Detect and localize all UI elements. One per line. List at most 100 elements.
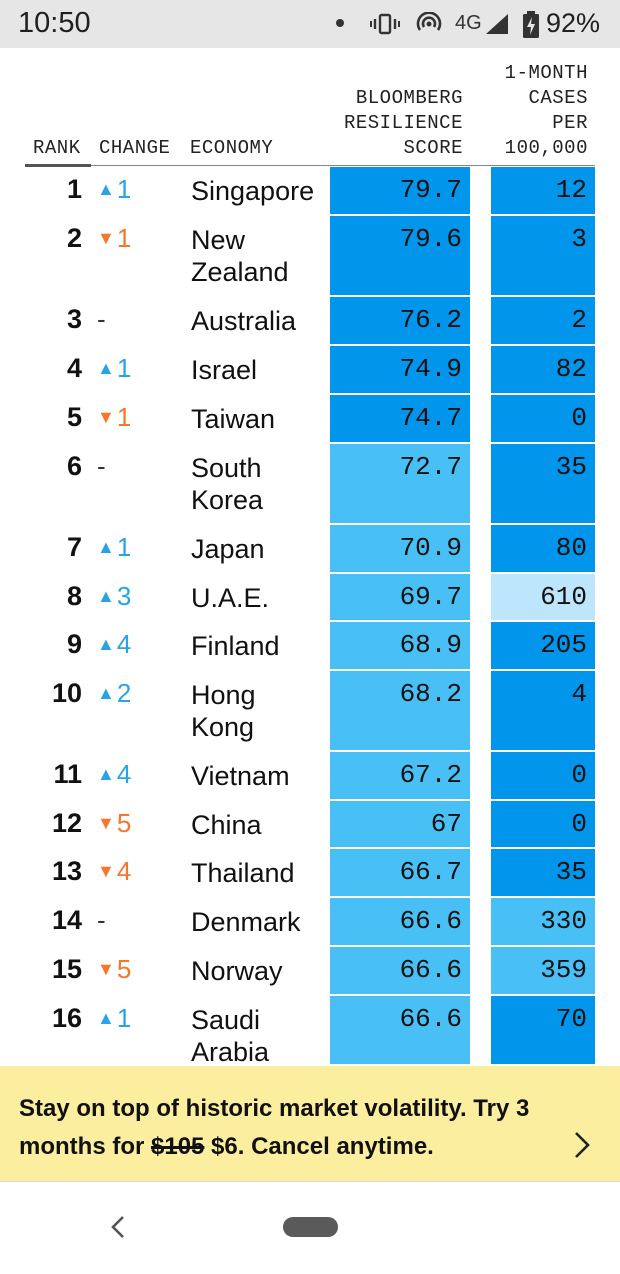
vibrate-icon [370,13,400,35]
table-row[interactable]: 11 ▲4 Vietnam 67.2 0 [0,752,620,801]
triangle-down-icon: ▼ [97,813,115,833]
change-value: 1 [116,532,132,562]
network-type: 4G [455,12,482,34]
economy-cell: China [191,810,262,840]
change-cell: ▲1 [97,1003,131,1034]
home-pill-button[interactable] [283,1217,338,1237]
economy-cell: Singapore [191,176,315,206]
score-cell: 68.9 [330,622,470,671]
score-cell: 67.2 [330,752,470,801]
change-cell: ▼4 [97,856,131,887]
cases-cell: 35 [491,444,595,525]
change-value: 4 [116,759,132,789]
rank-cell: 14 [51,905,82,935]
banner-divider [0,1181,620,1182]
rank-cell: 4 [66,353,82,383]
table-row[interactable]: 8 ▲3 U.A.E. 69.7 610 [0,574,620,622]
change-value: 5 [116,808,132,838]
economy-cell: New Zealand [191,225,289,287]
cases-cell: 0 [491,801,595,849]
score-cell: 79.6 [330,216,470,297]
triangle-down-icon: ▼ [97,407,115,427]
cases-cell: 0 [491,752,595,801]
table-row[interactable]: 1 ▲1 Singapore 79.7 12 [0,167,620,216]
economy-cell: Japan [191,534,265,564]
table-row[interactable]: 9 ▲4 Finland 68.9 205 [0,622,620,671]
cases-cell: 12 [491,167,595,216]
change-cell: ▲1 [97,353,131,384]
cases-cell: 610 [491,574,595,622]
rank-cell: 10 [51,678,82,708]
score-cell: 66.7 [330,849,470,898]
rank-cell: 9 [66,629,82,659]
battery-icon [523,11,539,38]
triangle-up-icon: ▲ [97,683,115,703]
triangle-up-icon: ▲ [97,634,115,654]
triangle-down-icon: ▼ [97,861,115,881]
triangle-up-icon: ▲ [97,764,115,784]
table-row[interactable]: 7 ▲1 Japan 70.9 80 [0,525,620,574]
cases-cell: 4 [491,671,595,752]
table-row[interactable]: 4 ▲1 Israel 74.9 82 [0,346,620,395]
rank-cell: 3 [66,304,82,334]
header-cases-line: PER [552,112,588,134]
score-cell: 66.6 [330,947,470,996]
table-row[interactable]: 16 ▲1 Saudi Arabia 66.6 70 [0,996,620,1067]
table-row[interactable]: 15 ▼5 Norway 66.6 359 [0,947,620,996]
change-cell: ▲4 [97,759,131,790]
rank-cell: 13 [51,856,82,886]
change-cell: ▼5 [97,954,131,985]
change-cell: ▲2 [97,678,131,709]
triangle-down-icon: ▼ [97,959,115,979]
change-value: - [97,304,106,334]
score-cell: 69.7 [330,574,470,622]
score-cell: 79.7 [330,167,470,216]
subscription-banner[interactable]: Stay on top of historic market volatilit… [0,1066,620,1181]
cases-cell: 205 [491,622,595,671]
table-row[interactable]: 14- Denmark 66.6 330 [0,898,620,947]
battery-percent: 92% [546,8,601,38]
chevron-right-icon[interactable] [572,1130,592,1160]
score-cell: 68.2 [330,671,470,752]
rank-cell: 5 [66,402,82,432]
economy-cell: Norway [191,956,283,986]
signal-icon [486,14,508,34]
change-cell: ▲1 [97,532,131,563]
economy-cell: Taiwan [191,404,276,434]
table-row[interactable]: 12 ▼5 China 67 0 [0,801,620,849]
cases-cell: 0 [491,395,595,444]
header-cases[interactable]: 1-MONTH CASES PER 100,000 [490,61,588,161]
change-value: 4 [116,856,132,886]
change-value: 1 [116,353,132,383]
economy-cell: Thailand [191,858,295,888]
header-change[interactable]: CHANGE [99,137,171,159]
change-value: 1 [116,223,132,253]
table-row[interactable]: 10 ▲2 Hong Kong 68.2 4 [0,671,620,752]
table-row[interactable]: 5 ▼1 Taiwan 74.7 0 [0,395,620,444]
rank-cell: 15 [51,954,82,984]
notification-dot-icon [336,19,344,27]
header-cases-line: 1-MONTH [504,62,588,84]
rank-cell: 16 [51,1003,82,1033]
rank-cell: 11 [53,759,82,789]
back-icon[interactable] [108,1214,128,1240]
table-row[interactable]: 2 ▼1 New Zealand 79.6 3 [0,216,620,297]
triangle-up-icon: ▲ [97,358,115,378]
cases-cell: 70 [491,996,595,1066]
economy-cell: Israel [191,355,258,385]
change-cell: ▼5 [97,808,131,839]
table-row[interactable]: 13 ▼4 Thailand 66.7 35 [0,849,620,898]
triangle-up-icon: ▲ [97,537,115,557]
economy-cell: Vietnam [191,761,290,791]
table-row[interactable]: 3- Australia 76.2 2 [0,297,620,346]
change-cell: ▲4 [97,629,131,660]
table-row[interactable]: 6- South Korea 72.7 35 [0,444,620,525]
header-cases-line: 100,000 [504,137,588,159]
header-economy[interactable]: ECONOMY [190,137,274,159]
triangle-up-icon: ▲ [97,1008,115,1028]
change-cell: ▲1 [97,174,131,205]
header-score[interactable]: BLOOMBERG RESILIENCE SCORE [330,86,463,161]
header-rank[interactable]: RANK [33,137,81,159]
change-value: 1 [116,402,132,432]
change-cell: - [97,304,106,335]
